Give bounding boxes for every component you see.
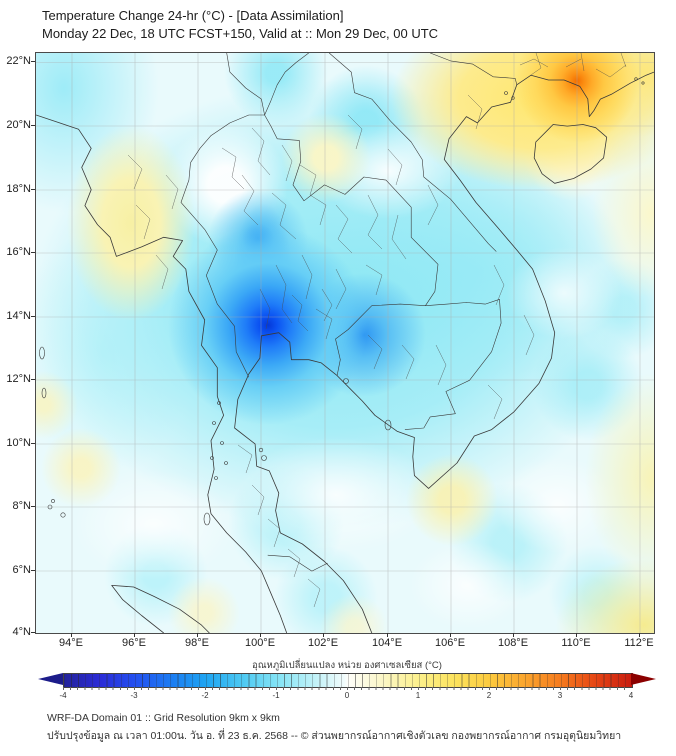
axis-tick — [31, 632, 35, 633]
colorbar-left-arrow — [38, 673, 63, 685]
colorbar-tick-label: -2 — [201, 691, 209, 700]
lat-tick-label: 10°N — [6, 437, 31, 449]
axis-tick — [134, 633, 135, 637]
colorbar-minor-ticks — [63, 687, 631, 690]
axis-tick — [71, 633, 72, 637]
colorbar-tick-label: 0 — [344, 691, 350, 700]
axis-tick — [387, 633, 388, 637]
axis-tick — [639, 633, 640, 637]
axis-tick — [31, 506, 35, 507]
axis-tick — [31, 570, 35, 571]
colorbar-tick-label: -1 — [272, 691, 280, 700]
map-plot — [35, 52, 655, 634]
colorbar-tick-label: 4 — [628, 691, 634, 700]
colorbar-tick-label: 1 — [415, 691, 421, 700]
axis-tick — [31, 443, 35, 444]
lon-tick-label: 102°E — [307, 637, 339, 649]
lon-tick-label: 98°E — [185, 637, 209, 649]
footer-model-info: WRF-DA Domain 01 :: Grid Resolution 9km … — [47, 712, 280, 724]
page-title: Temperature Change 24-hr (°C) - [Data As… — [42, 8, 344, 23]
lon-tick-label: 108°E — [497, 637, 529, 649]
footer-agency-info: ปรับปรุงข้อมูล ณ เวลา 01:00น. วัน อ. ที่… — [47, 730, 622, 742]
colorbar-label: อุณหภูมิเปลี่ยนแปลง หน่วย องศาเซลเซียส (… — [252, 660, 442, 671]
axis-tick — [31, 316, 35, 317]
country-border-layer — [180, 53, 518, 572]
lon-tick-label: 104°E — [371, 637, 403, 649]
axis-tick — [260, 633, 261, 637]
lon-tick-label: 106°E — [434, 637, 466, 649]
lat-tick-label: 8°N — [12, 500, 31, 512]
axis-tick — [31, 125, 35, 126]
axis-tick — [31, 252, 35, 253]
lat-tick-label: 16°N — [6, 246, 31, 258]
lon-tick-label: 94°E — [59, 637, 83, 649]
axis-tick — [31, 379, 35, 380]
axis-tick — [450, 633, 451, 637]
lat-tick-label: 22°N — [6, 55, 31, 67]
lat-tick-label: 4°N — [12, 626, 31, 638]
axis-tick — [197, 633, 198, 637]
geography-overlay — [36, 53, 654, 633]
colorbar-tick-label: -4 — [59, 691, 67, 700]
lon-tick-label: 100°E — [244, 637, 276, 649]
lat-tick-label: 12°N — [6, 373, 31, 385]
lat-tick-label: 14°N — [6, 310, 31, 322]
lat-tick-label: 18°N — [6, 183, 31, 195]
axis-tick — [576, 633, 577, 637]
lon-tick-label: 112°E — [624, 637, 654, 649]
colorbar-right-arrow — [631, 673, 656, 685]
colorbar-tick-label: 2 — [486, 691, 492, 700]
province-border-layer — [127, 53, 627, 608]
page-subtitle: Monday 22 Dec, 18 UTC FCST+150, Valid at… — [42, 26, 439, 41]
lon-tick-label: 110°E — [561, 637, 591, 649]
graticule — [36, 53, 654, 633]
colorbar-tick-label: 3 — [557, 691, 563, 700]
axis-tick — [31, 189, 35, 190]
axis-tick — [323, 633, 324, 637]
axis-tick — [31, 61, 35, 62]
island-layer — [39, 77, 645, 526]
lat-tick-label: 20°N — [6, 119, 31, 131]
colorbar: อุณหภูมิเปลี่ยนแปลง หน่วย องศาเซลเซียส (… — [38, 658, 656, 704]
colorbar-gradient — [63, 673, 633, 688]
axis-tick — [513, 633, 514, 637]
lon-tick-label: 96°E — [122, 637, 146, 649]
coastline-layer — [36, 71, 654, 633]
temperature-field — [36, 53, 654, 633]
colorbar-tick-label: -3 — [130, 691, 138, 700]
lat-tick-label: 6°N — [12, 564, 31, 576]
